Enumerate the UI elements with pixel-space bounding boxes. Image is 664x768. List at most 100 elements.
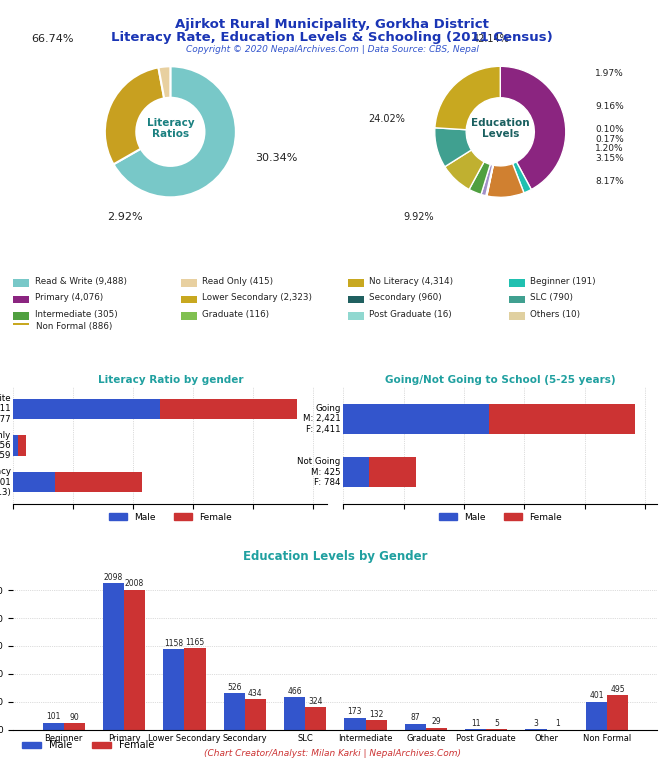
Bar <box>345 717 365 730</box>
Bar <box>284 697 305 730</box>
Bar <box>348 312 365 319</box>
Title: Going/Not Going to School (5-25 years): Going/Not Going to School (5-25 years) <box>385 375 616 385</box>
Wedge shape <box>500 66 566 190</box>
Bar <box>13 323 29 331</box>
Wedge shape <box>481 164 493 196</box>
Bar <box>224 693 245 730</box>
Text: 101: 101 <box>46 712 60 721</box>
Bar <box>489 404 635 434</box>
Text: Literacy
Ratios: Literacy Ratios <box>147 118 194 139</box>
Text: 434: 434 <box>248 689 263 698</box>
Bar <box>13 312 29 319</box>
Bar <box>181 312 197 319</box>
Text: Secondary (960): Secondary (960) <box>369 293 442 303</box>
Wedge shape <box>435 127 471 167</box>
Wedge shape <box>486 165 493 196</box>
Text: 324: 324 <box>309 697 323 706</box>
Text: (Chart Creator/Analyst: Milan Karki | NepalArchives.Com): (Chart Creator/Analyst: Milan Karki | Ne… <box>203 749 461 758</box>
Text: 1165: 1165 <box>185 638 205 647</box>
Text: 1158: 1158 <box>164 639 183 647</box>
Wedge shape <box>487 165 493 196</box>
Text: 3: 3 <box>534 719 539 728</box>
Bar <box>181 280 197 287</box>
Text: Intermediate (305): Intermediate (305) <box>35 310 118 319</box>
Text: 3.15%: 3.15% <box>595 154 624 164</box>
Bar <box>426 727 447 730</box>
Bar <box>163 649 185 730</box>
Text: 132: 132 <box>369 710 383 719</box>
Text: 495: 495 <box>610 685 625 694</box>
Wedge shape <box>159 66 171 98</box>
Bar <box>509 296 525 303</box>
Bar <box>55 472 142 492</box>
Text: 5: 5 <box>495 719 499 728</box>
Wedge shape <box>114 66 236 197</box>
Text: 24.02%: 24.02% <box>369 114 405 124</box>
Text: Graduate (116): Graduate (116) <box>202 310 269 319</box>
Bar <box>13 399 160 419</box>
Text: Post Graduate (16): Post Graduate (16) <box>369 310 452 319</box>
Title: Literacy Ratio by gender: Literacy Ratio by gender <box>98 375 243 385</box>
Text: 401: 401 <box>589 691 604 700</box>
Bar <box>13 472 55 492</box>
Bar <box>348 296 365 303</box>
Text: 90: 90 <box>69 713 79 722</box>
Bar <box>13 296 29 303</box>
Bar <box>343 458 369 487</box>
Wedge shape <box>105 68 164 164</box>
Text: 0.10%: 0.10% <box>595 125 624 134</box>
Bar <box>343 404 489 434</box>
Bar <box>607 695 628 730</box>
Text: Read Only (415): Read Only (415) <box>202 277 273 286</box>
Bar <box>103 584 124 730</box>
Text: 29: 29 <box>432 717 442 727</box>
Text: Literacy Rate, Education Levels & Schooling (2011 Census): Literacy Rate, Education Levels & School… <box>111 31 553 44</box>
Text: 30.34%: 30.34% <box>256 154 298 164</box>
Text: 66.74%: 66.74% <box>31 34 74 44</box>
Text: 1.97%: 1.97% <box>595 69 624 78</box>
Bar <box>348 280 365 287</box>
Text: 2.92%: 2.92% <box>107 212 142 222</box>
Legend: Male, Female: Male, Female <box>18 737 159 754</box>
Text: 8.17%: 8.17% <box>595 177 624 186</box>
Text: 1: 1 <box>555 720 560 728</box>
Text: Read & Write (9,488): Read & Write (9,488) <box>35 277 127 286</box>
Text: 9.16%: 9.16% <box>595 102 624 111</box>
Text: 0.17%: 0.17% <box>595 134 624 144</box>
Bar <box>18 435 26 455</box>
Text: Primary (4,076): Primary (4,076) <box>35 293 103 303</box>
Text: Ajirkot Rural Municipality, Gorkha District: Ajirkot Rural Municipality, Gorkha Distr… <box>175 18 489 31</box>
Text: Beginner (191): Beginner (191) <box>531 277 596 286</box>
Bar <box>586 702 607 730</box>
Text: Non Formal (886): Non Formal (886) <box>36 323 112 331</box>
Text: 2008: 2008 <box>125 579 144 588</box>
Bar <box>181 296 197 303</box>
Bar <box>369 458 416 487</box>
Bar <box>365 720 386 730</box>
Text: 9.92%: 9.92% <box>403 212 434 222</box>
Text: Others (10): Others (10) <box>531 310 580 319</box>
Legend: Male, Female: Male, Female <box>435 509 565 525</box>
Legend: Male, Female: Male, Female <box>106 509 236 525</box>
Text: 2098: 2098 <box>104 573 123 582</box>
Bar <box>245 700 266 730</box>
Bar <box>13 435 18 455</box>
Wedge shape <box>469 162 490 194</box>
Wedge shape <box>445 150 484 190</box>
Text: 1.20%: 1.20% <box>595 144 624 154</box>
Text: 87: 87 <box>410 713 420 722</box>
Bar <box>305 707 326 730</box>
Text: Education
Levels: Education Levels <box>471 118 530 139</box>
Text: 42.14%: 42.14% <box>472 34 509 44</box>
Bar <box>185 648 206 730</box>
Text: 526: 526 <box>227 683 242 692</box>
Bar <box>42 723 64 730</box>
Bar <box>405 723 426 730</box>
Wedge shape <box>513 162 531 193</box>
Bar <box>160 399 297 419</box>
Text: Lower Secondary (2,323): Lower Secondary (2,323) <box>202 293 312 303</box>
Title: Education Levels by Gender: Education Levels by Gender <box>243 550 428 563</box>
Bar <box>509 312 525 319</box>
Wedge shape <box>435 66 500 130</box>
Text: No Literacy (4,314): No Literacy (4,314) <box>369 277 454 286</box>
